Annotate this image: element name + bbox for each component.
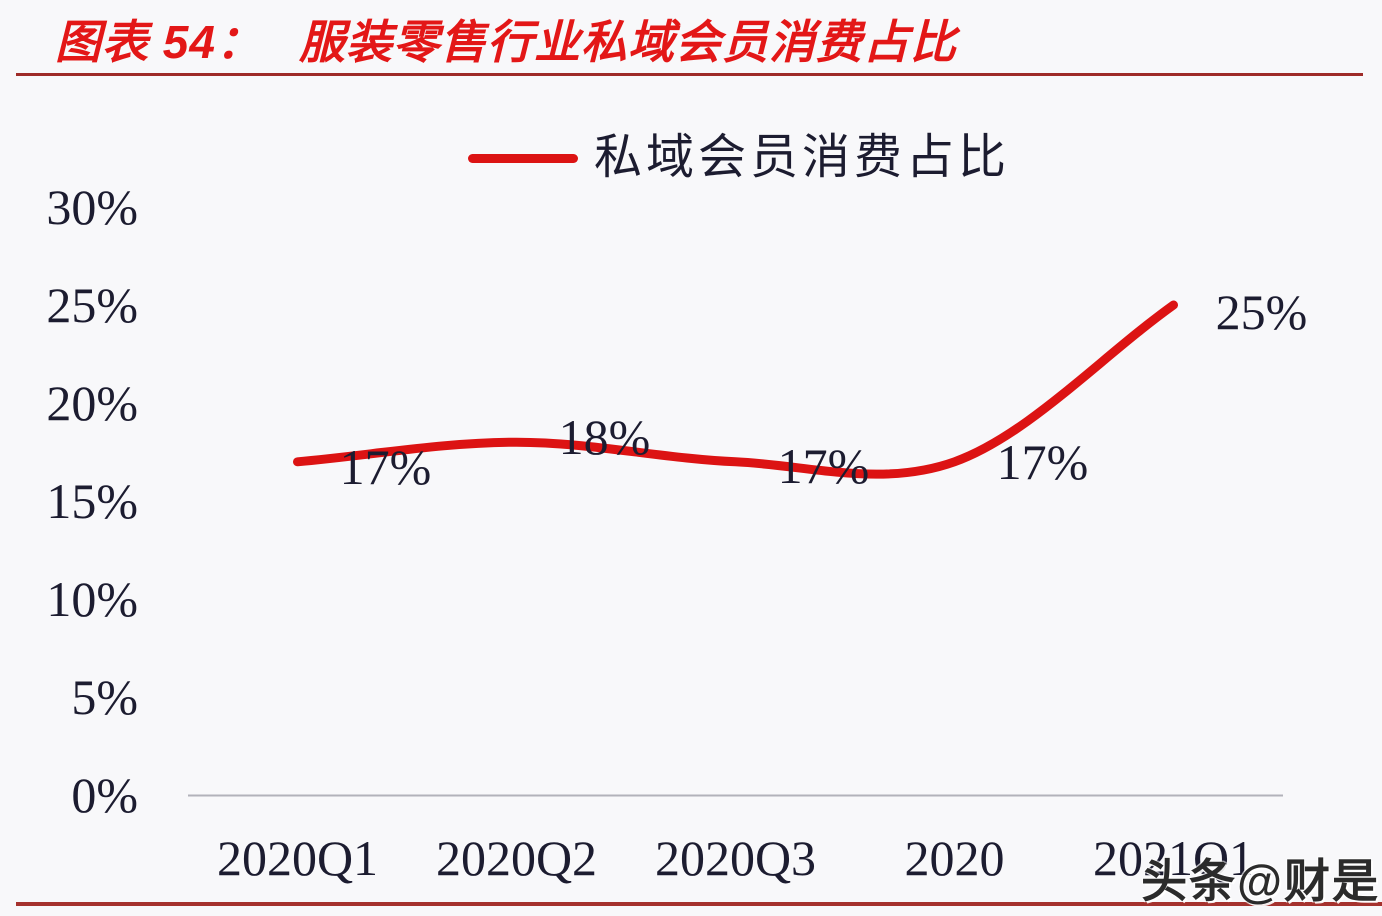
y-tick-label: 25% [46,277,138,333]
x-category-label: 2020Q1 [216,830,379,886]
series-curve [293,300,1178,479]
bottom-border-rule [16,902,1382,906]
y-tick-label: 10% [46,571,138,627]
figure-title-text: 服装零售行业私域会员消费占比 [298,16,957,68]
data-point-label: 17% [777,437,870,494]
x-category-label: 2020Q3 [654,830,817,886]
figure-number-label: 图表 54： [55,16,263,68]
y-tick-label: 5% [71,669,138,725]
legend-line-swatch [468,153,578,163]
x-category-label: 2020Q2 [435,830,598,886]
data-point-label: 17% [339,438,432,495]
watermark-text: 头条@财是 [1141,855,1380,907]
y-tick-label: 20% [46,375,138,431]
y-tick-label: 15% [46,473,138,529]
chart-legend: 私域会员消费占比 [468,132,1010,184]
data-point-label: 17% [996,433,1089,490]
title-underline [16,73,1363,76]
x-category-label: 2020 [904,830,1005,886]
legend-series-label: 私域会员消费占比 [594,131,1011,184]
y-tick-label: 0% [71,767,138,823]
figure-title: 图表 54： 服装零售行业私域会员消费占比 [55,6,957,72]
data-point-label: 25% [1215,284,1308,340]
x-category-label: 2021Q1 [1092,830,1255,886]
y-tick-label: 30% [46,179,138,235]
data-point-label: 18% [558,409,651,466]
